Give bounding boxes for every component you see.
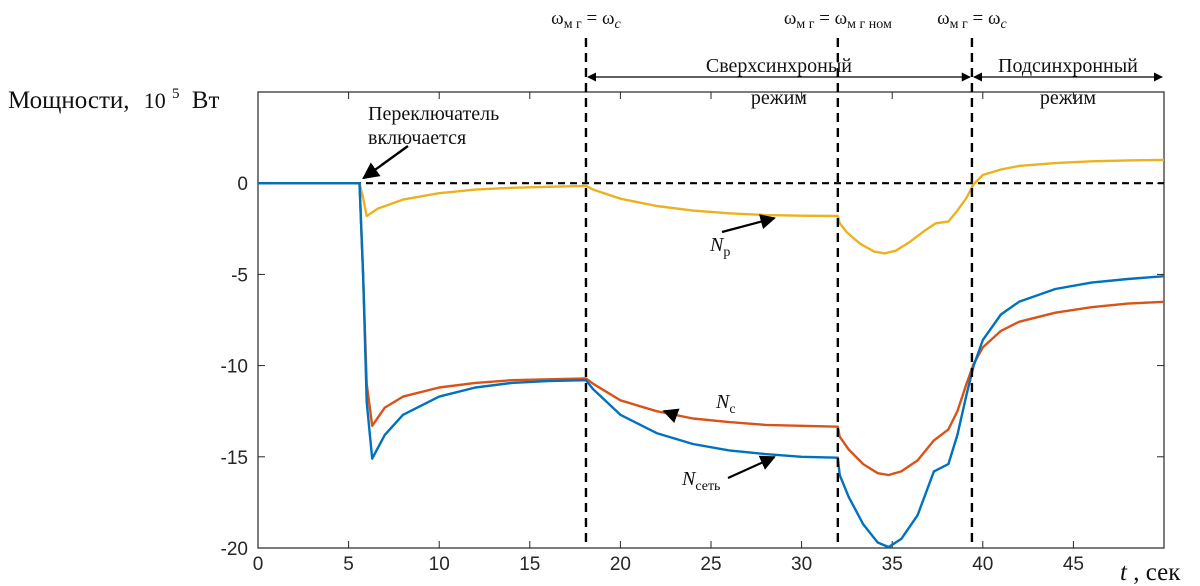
x-tick-label: 40 xyxy=(972,554,993,575)
y-tick-label: -15 xyxy=(221,448,248,469)
series-label-arrow xyxy=(727,455,776,480)
series-line-2 xyxy=(258,182,1165,549)
series-label: Nс xyxy=(715,391,736,417)
x-tick-label: 10 xyxy=(429,554,450,575)
speed-condition-label: ωм г = ωc xyxy=(551,8,621,32)
switch-annotation: Переключатель включается xyxy=(368,103,504,149)
y-tick-label: -20 xyxy=(221,539,248,560)
x-tick-label: 45 xyxy=(1063,554,1084,575)
region-label-line1: Подсинхронный xyxy=(998,55,1138,77)
speed-condition-label: ωм г = ωм г ном xyxy=(784,8,892,32)
region-label-line2: режим xyxy=(1040,87,1096,109)
x-tick-label: 30 xyxy=(791,554,812,575)
mode-regions: Сверхсинхроный режим Подсинхронный режим xyxy=(587,55,1163,109)
series-line-1 xyxy=(258,182,1165,477)
top-labels: ωм г = ωc ωм г = ωм г ном ωм г = ωc xyxy=(551,8,1007,32)
y-tick-label: 0 xyxy=(237,174,248,195)
region-label-line1: Сверхсинхроный xyxy=(706,55,852,77)
speed-condition-label: ωм г = ωc xyxy=(937,8,1007,32)
series-group xyxy=(258,158,1165,549)
x-tick-label: 5 xyxy=(343,554,354,575)
axis-ticks: 0 5 10 15 20 25 30 35 40 45 0 -5 -10 -15 -20 xyxy=(221,92,1164,575)
x-tick-label: 35 xyxy=(882,554,903,575)
y-tick-label: -10 xyxy=(221,357,248,378)
series-label: Nр xyxy=(709,234,730,260)
x-tick-label: 20 xyxy=(610,554,631,575)
series-label: Nсеть xyxy=(681,468,720,494)
region-label-line2: режим xyxy=(751,87,807,109)
switch-arrow xyxy=(362,145,409,180)
series-line-0 xyxy=(258,158,1165,255)
x-tick-label: 25 xyxy=(700,554,721,575)
series-label-arrow xyxy=(721,214,776,234)
x-tick-label: 0 xyxy=(253,554,264,575)
y-axis-label: Мощности, 10 5 Вт xyxy=(8,77,219,114)
x-tick-label: 15 xyxy=(519,554,540,575)
series-label-arrow xyxy=(662,408,680,424)
series-labels: Nр Nс Nсеть xyxy=(662,214,776,494)
vertical-markers xyxy=(584,38,974,548)
y-tick-label: -5 xyxy=(231,265,248,286)
x-axis-label: t , сек xyxy=(1120,559,1181,586)
